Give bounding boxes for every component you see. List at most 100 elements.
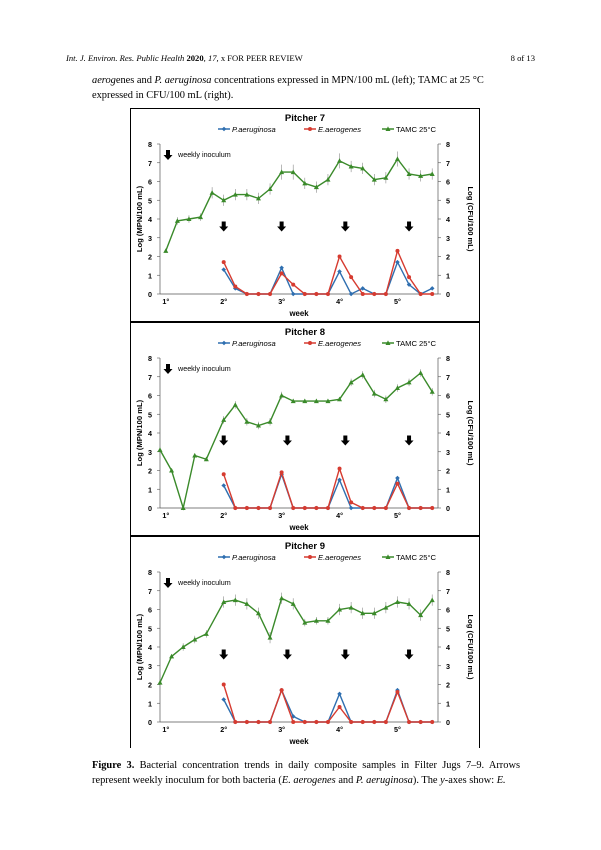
series-line — [165, 157, 433, 252]
legend-marker — [308, 127, 312, 131]
y-tick-label-right: 3 — [446, 448, 450, 457]
data-point — [209, 190, 215, 195]
caption-italic-3: y — [440, 775, 445, 786]
y-tick-label-left: 6 — [148, 606, 152, 615]
journal-name: Int. J. Environ. Res. Public Health — [66, 53, 185, 63]
legend-label: E.aerogenes — [318, 125, 361, 134]
data-point — [279, 169, 285, 175]
data-point — [429, 597, 435, 603]
y-tick-label-left: 4 — [148, 429, 152, 438]
data-point — [372, 720, 377, 724]
data-point — [244, 292, 249, 296]
data-point — [407, 720, 412, 724]
data-point — [313, 618, 319, 623]
data-point — [302, 720, 307, 724]
data-point — [302, 620, 308, 625]
intro-text-1: enes and — [115, 75, 155, 86]
y-tick-label-left: 2 — [148, 681, 152, 690]
data-point — [180, 505, 186, 510]
data-point — [221, 472, 226, 477]
y-axis-title-left: Log (MPN/100 mL) — [135, 613, 144, 680]
data-point — [348, 291, 354, 297]
data-point — [302, 506, 307, 510]
data-point — [163, 248, 169, 253]
data-point — [255, 195, 261, 201]
x-tick-label: 2° — [220, 511, 227, 520]
journal-volume: 17 — [207, 53, 217, 63]
data-point — [267, 186, 273, 191]
series-line — [159, 371, 433, 511]
y-axis-title-left: Log (MPN/100 mL) — [135, 399, 144, 466]
y-tick-label-left: 4 — [148, 215, 152, 224]
chart-frame — [130, 322, 480, 536]
x-tick-label: 1° — [162, 725, 169, 734]
y-axis-title-right: Log (CFU/100 mL) — [466, 187, 475, 252]
data-point — [395, 259, 400, 265]
y-axis-title-right: Log (CFU/100 mL) — [466, 615, 475, 680]
data-point — [314, 720, 319, 724]
data-point — [360, 292, 365, 296]
data-point — [221, 260, 226, 265]
x-axis-title: week — [288, 309, 309, 318]
y-tick-label-left: 8 — [148, 140, 152, 149]
data-point — [406, 379, 412, 385]
legend-label: E.aerogenes — [318, 339, 361, 348]
data-point — [337, 158, 343, 163]
y-tick-label-left: 2 — [148, 253, 152, 262]
data-point — [192, 452, 198, 458]
y-axis-title-left: Log (MPN/100 mL) — [135, 185, 144, 252]
y-tick-label-right: 2 — [446, 467, 450, 476]
data-point — [279, 470, 284, 475]
y-tick-label-left: 7 — [148, 373, 152, 382]
x-tick-label: 5° — [394, 725, 401, 734]
data-point — [360, 165, 366, 171]
y-tick-label-right: 5 — [446, 624, 450, 633]
data-point — [232, 402, 238, 407]
data-point — [279, 688, 284, 693]
y-tick-label-left: 5 — [148, 196, 152, 205]
data-point — [174, 218, 180, 223]
y-tick-label-left: 5 — [148, 410, 152, 419]
data-point — [244, 419, 250, 424]
x-tick-label: 2° — [220, 725, 227, 734]
y-tick-label-right: 8 — [446, 140, 450, 149]
intro-italic-2: P. aeruginosa — [154, 75, 212, 86]
data-point — [268, 720, 273, 724]
y-tick-label-right: 8 — [446, 354, 450, 363]
data-point — [407, 275, 412, 280]
series-line — [159, 597, 433, 683]
y-tick-label-right: 7 — [446, 373, 450, 382]
y-tick-label-right: 6 — [446, 606, 450, 615]
y-tick-label-right: 1 — [446, 271, 450, 280]
chart-panel-1: Pitcher 7 P.aeruginosa E.aerogenes TAMC 25°… — [130, 108, 480, 322]
data-point — [314, 292, 319, 296]
page-number: 8 of 13 — [510, 53, 535, 63]
data-point — [325, 720, 330, 724]
x-tick-label: 3° — [278, 297, 285, 306]
y-tick-label-left: 8 — [148, 568, 152, 577]
caption-text-1: Bacterial concentration trends in daily … — [92, 760, 521, 786]
data-point — [406, 171, 412, 176]
y-tick-label-left: 1 — [148, 271, 152, 280]
data-point — [221, 197, 227, 203]
y-tick-label-left: 5 — [148, 624, 152, 633]
caption-italic-2: P. aeruginosa — [355, 775, 413, 786]
caption-text-3: ). The — [412, 775, 441, 786]
y-tick-label-right: 0 — [446, 718, 450, 727]
running-header: Int. J. Environ. Res. Public Health 2020… — [66, 53, 535, 67]
data-point — [395, 475, 400, 481]
data-point — [394, 599, 400, 604]
y-tick-label-right: 4 — [446, 429, 450, 438]
inoculum-arrow-icon — [219, 649, 229, 660]
x-tick-label: 5° — [394, 297, 401, 306]
data-point — [349, 275, 354, 280]
data-point — [430, 506, 435, 510]
caption-text-4: -axes show: — [444, 775, 497, 786]
data-point — [203, 456, 209, 462]
y-tick-label-right: 3 — [446, 234, 450, 243]
data-point — [232, 192, 238, 197]
data-point — [371, 610, 377, 616]
inoculum-arrow-icon — [404, 435, 414, 446]
data-point — [372, 292, 377, 296]
data-point — [268, 506, 273, 510]
